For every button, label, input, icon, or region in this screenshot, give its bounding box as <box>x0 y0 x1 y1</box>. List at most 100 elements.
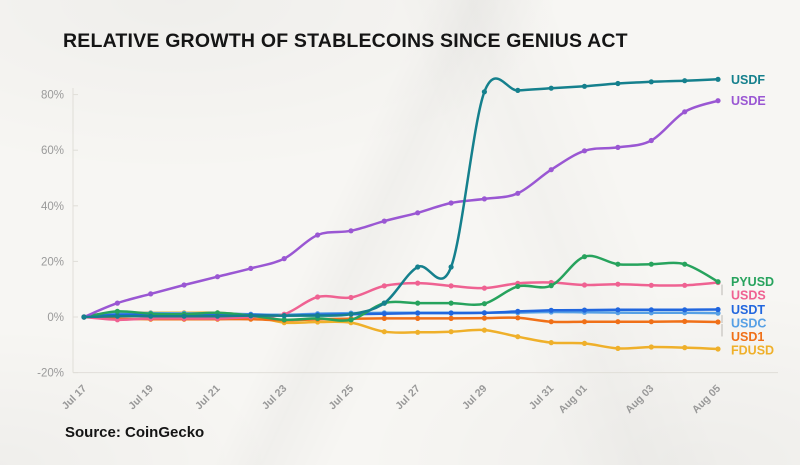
point-PYUSD <box>581 254 588 260</box>
point-USD1 <box>448 315 454 321</box>
point-USDE <box>114 300 120 306</box>
point-USDE <box>648 137 654 144</box>
point-PYUSD <box>281 317 287 323</box>
chart-title: RELATIVE GROWTH OF STABLECOINS SINCE GEN… <box>63 30 628 52</box>
point-USDF <box>682 78 688 84</box>
point-USDE <box>581 148 588 154</box>
point-USDS <box>481 285 487 291</box>
point-USDF <box>648 79 654 85</box>
series-label-USDT: USDT <box>731 303 765 317</box>
line-USDF <box>82 77 720 319</box>
y-tick-label: 80% <box>41 90 64 102</box>
point-USDT <box>548 307 554 313</box>
point-PYUSD <box>548 283 554 289</box>
point-USDF <box>381 300 387 306</box>
x-tick-label: Jul 23 <box>260 383 290 413</box>
series-label-USDF: USDF <box>731 73 765 87</box>
point-USDF <box>515 87 521 93</box>
point-USD1 <box>581 319 588 325</box>
x-tick-label: Jul 19 <box>126 383 156 413</box>
point-USDE <box>415 210 421 216</box>
point-USDF <box>415 264 421 270</box>
y-tick-label: -20% <box>37 368 64 380</box>
x-tick-label: Jul 25 <box>327 383 357 413</box>
point-USDE <box>181 282 187 288</box>
point-USDT <box>648 307 654 313</box>
point-USDF <box>248 313 254 319</box>
point-USDF <box>615 80 621 87</box>
point-USDE <box>615 144 621 150</box>
point-FDUSD <box>715 346 721 352</box>
point-PYUSD <box>515 283 521 289</box>
x-tick-label: Jul 31 <box>527 383 557 413</box>
point-USDE <box>148 291 154 297</box>
point-USDS <box>615 281 621 287</box>
point-USDS <box>448 283 454 289</box>
point-USDE <box>515 190 521 196</box>
point-USD1 <box>715 319 721 325</box>
point-USDS <box>114 317 120 323</box>
point-FDUSD <box>615 345 621 351</box>
point-PYUSD <box>648 261 654 267</box>
point-USDF <box>81 314 87 320</box>
point-USD1 <box>381 315 387 321</box>
point-USDE <box>248 265 254 271</box>
y-tick-label: 20% <box>41 256 64 268</box>
point-USDE <box>348 228 354 234</box>
point-USDE <box>682 109 688 115</box>
point-USDS <box>381 283 387 289</box>
point-USDF <box>481 89 487 95</box>
series-label-FDUSD: FDUSD <box>731 343 774 357</box>
point-USDT <box>481 310 487 316</box>
point-FDUSD <box>481 327 487 333</box>
point-USDF <box>548 85 554 91</box>
point-USDS <box>682 282 688 288</box>
series-label-USDE: USDE <box>731 94 766 108</box>
x-tick-label: Jul 17 <box>60 383 90 413</box>
point-USD1 <box>515 315 521 321</box>
line-USDE <box>82 99 720 319</box>
x-tick-label: Aug 03 <box>623 383 656 416</box>
point-USDS <box>581 282 588 288</box>
source-caption: Source: CoinGecko <box>65 424 205 441</box>
point-USDE <box>448 200 454 206</box>
point-PYUSD <box>348 317 354 323</box>
x-tick-label: Jul 29 <box>460 383 490 413</box>
point-USDT <box>448 310 454 316</box>
point-FDUSD <box>381 329 387 335</box>
point-USDE <box>715 98 721 104</box>
point-USDT <box>682 307 688 313</box>
point-PYUSD <box>682 261 688 267</box>
point-USDF <box>281 313 287 319</box>
series-label-USD1: USD1 <box>731 330 764 344</box>
series-label-USDC: USDC <box>731 316 766 330</box>
point-USD1 <box>481 315 487 321</box>
point-FDUSD <box>448 329 454 335</box>
point-USDE <box>381 218 387 224</box>
point-PYUSD <box>448 300 454 306</box>
point-USD1 <box>615 319 621 325</box>
point-USDE <box>315 232 321 238</box>
point-USDS <box>348 294 354 301</box>
y-tick-label: 60% <box>41 145 64 157</box>
point-USDF <box>715 76 721 82</box>
point-USD1 <box>682 318 688 324</box>
point-USDF <box>114 313 120 319</box>
point-USDS <box>315 294 321 300</box>
point-USDF <box>581 83 588 89</box>
point-FDUSD <box>548 340 554 346</box>
point-FDUSD <box>648 344 654 350</box>
y-tick-label: 0% <box>47 312 64 324</box>
point-USDE <box>281 256 287 262</box>
point-USDF <box>315 313 321 319</box>
point-USDT <box>381 311 387 317</box>
point-USDS <box>415 280 421 286</box>
point-PYUSD <box>481 301 487 307</box>
point-USDT <box>615 307 621 313</box>
point-FDUSD <box>581 340 588 346</box>
point-PYUSD <box>615 261 621 267</box>
y-tick-label: 40% <box>41 201 64 213</box>
series-label-USDS: USDS <box>731 289 766 303</box>
